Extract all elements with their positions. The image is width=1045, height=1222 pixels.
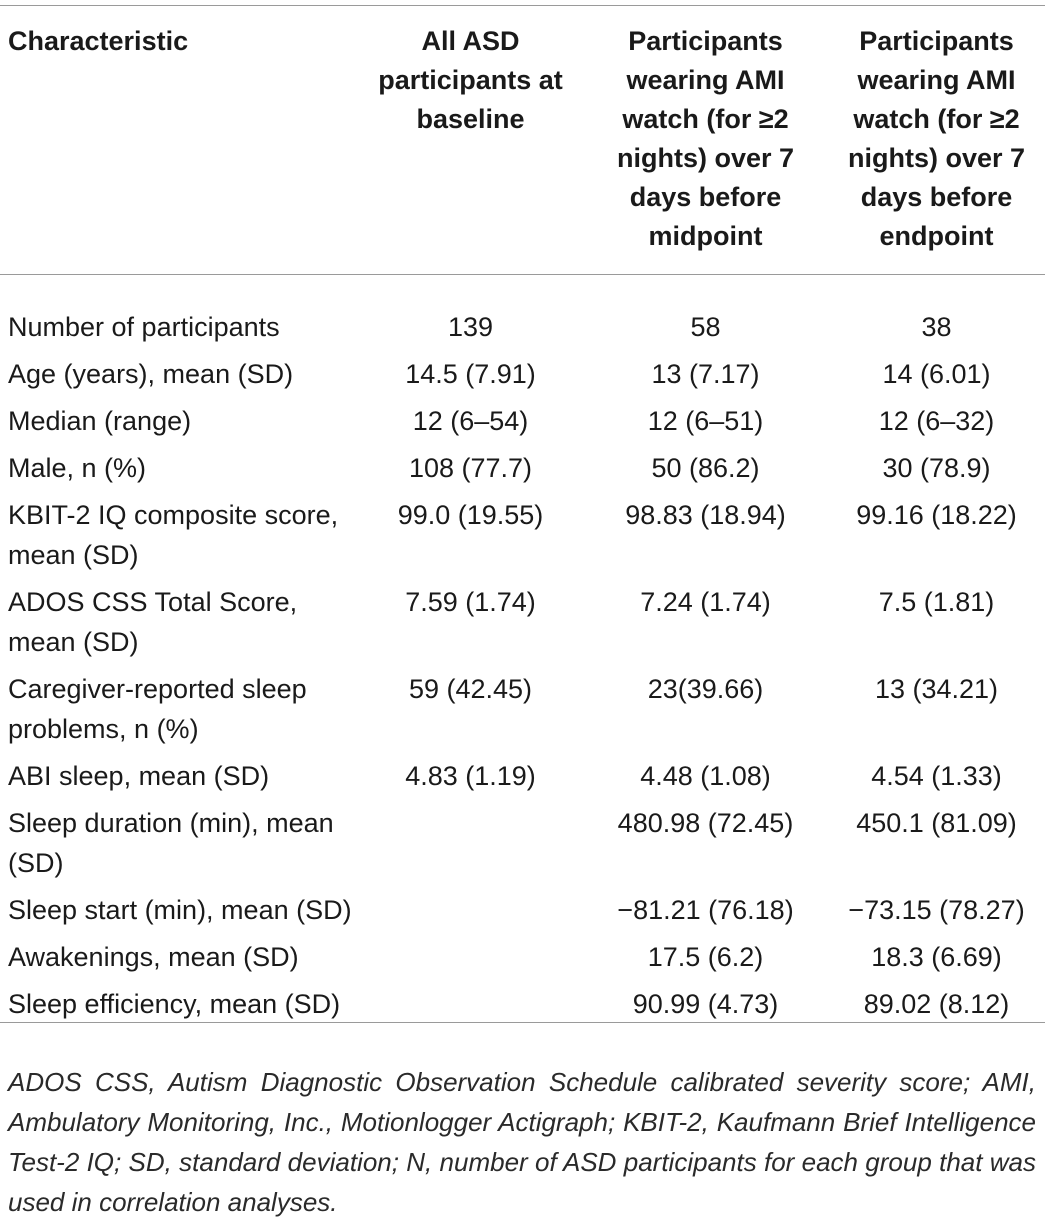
cell-midpoint: 58 (690, 312, 721, 342)
cell-midpoint: 7.24 (1.74) (640, 587, 771, 617)
document-page: Characteristic All ASD participants at b… (0, 5, 1045, 1217)
row-label: Sleep duration (min), mean (SD) (8, 808, 334, 878)
table-row: Age (years), mean (SD) 14.5 (7.91) 13 (7… (0, 354, 1045, 401)
cell-endpoint: 4.54 (1.33) (871, 761, 1002, 791)
table-row: Median (range) 12 (6–54) 12 (6–51) 12 (6… (0, 401, 1045, 448)
cell-baseline: 7.59 (1.74) (405, 587, 536, 617)
table-row: Male, n (%) 108 (77.7) 50 (86.2) 30 (78.… (0, 448, 1045, 495)
row-label: Number of participants (8, 312, 280, 342)
cell-endpoint: 38 (921, 312, 952, 342)
cell-midpoint: 480.98 (72.45) (617, 808, 794, 838)
cell-baseline: 12 (6–54) (412, 406, 529, 436)
header-midpoint: Participants wearing AMI watch (for ≥2 n… (616, 26, 795, 251)
row-label: Caregiver-reported sleep problems, n (%) (8, 674, 307, 744)
cell-baseline: 14.5 (7.91) (405, 359, 536, 389)
table-row: ADOS CSS Total Score, mean (SD) 7.59 (1.… (0, 582, 1045, 669)
row-label: Median (range) (8, 406, 192, 436)
cell-midpoint: 4.48 (1.08) (640, 761, 771, 791)
header-all-asd: All ASD participants at baseline (378, 26, 563, 134)
cell-baseline (358, 890, 583, 937)
cell-baseline (358, 984, 583, 1031)
cell-midpoint: 50 (86.2) (651, 453, 760, 483)
header-row: Characteristic All ASD participants at b… (0, 5, 1045, 291)
table-row: Sleep duration (min), mean (SD) 480.98 (… (0, 803, 1045, 890)
cell-baseline (358, 937, 583, 984)
table-footnote: ADOS CSS, Autism Diagnostic Observation … (8, 1067, 1036, 1217)
header-rule (0, 274, 1045, 275)
row-label: Sleep efficiency, mean (SD) (8, 989, 341, 1019)
row-label: Male, n (%) (8, 453, 147, 483)
table-row: Number of participants 139 58 38 (0, 291, 1045, 354)
cell-endpoint: −73.15 (78.27) (848, 895, 1025, 925)
row-label: Age (years), mean (SD) (8, 359, 294, 389)
row-label: ADOS CSS Total Score, mean (SD) (8, 587, 298, 657)
cell-endpoint: 30 (78.9) (882, 453, 991, 483)
cell-baseline: 108 (77.7) (408, 453, 533, 483)
cell-endpoint: 12 (6–32) (878, 406, 995, 436)
table-row: Awakenings, mean (SD) 17.5 (6.2) 18.3 (6… (0, 937, 1045, 984)
cell-baseline: 139 (447, 312, 494, 342)
row-label: ABI sleep, mean (SD) (8, 761, 270, 791)
row-label: KBIT-2 IQ composite score, mean (SD) (8, 500, 339, 570)
header-characteristic: Characteristic (8, 26, 189, 56)
table-row: Sleep start (min), mean (SD) −81.21 (76.… (0, 890, 1045, 937)
cell-midpoint: −81.21 (76.18) (617, 895, 794, 925)
cell-endpoint: 450.1 (81.09) (856, 808, 1017, 838)
cell-baseline (358, 803, 583, 890)
cell-endpoint: 13 (34.21) (874, 674, 999, 704)
cell-midpoint: 13 (7.17) (651, 359, 760, 389)
table-row: KBIT-2 IQ composite score, mean (SD) 99.… (0, 495, 1045, 582)
cell-midpoint: 12 (6–51) (647, 406, 764, 436)
cell-midpoint: 90.99 (4.73) (632, 989, 779, 1019)
cell-midpoint: 17.5 (6.2) (647, 942, 764, 972)
cell-endpoint: 89.02 (8.12) (863, 989, 1010, 1019)
row-label: Sleep start (min), mean (SD) (8, 895, 352, 925)
cell-midpoint: 98.83 (18.94) (625, 500, 786, 530)
cell-baseline: 99.0 (19.55) (397, 500, 544, 530)
cell-endpoint: 14 (6.01) (882, 359, 991, 389)
row-label: Awakenings, mean (SD) (8, 942, 299, 972)
table-row: ABI sleep, mean (SD) 4.83 (1.19) 4.48 (1… (0, 756, 1045, 803)
table-row: Sleep efficiency, mean (SD) 90.99 (4.73)… (0, 984, 1045, 1031)
cell-baseline: 59 (42.45) (408, 674, 533, 704)
bottom-rule (0, 1022, 1045, 1023)
header-endpoint: Participants wearing AMI watch (for ≥2 n… (847, 26, 1026, 251)
characteristics-table: Characteristic All ASD participants at b… (0, 5, 1045, 1031)
table-row: Caregiver-reported sleep problems, n (%)… (0, 669, 1045, 756)
cell-midpoint: 23(39.66) (647, 674, 764, 704)
cell-endpoint: 18.3 (6.69) (871, 942, 1002, 972)
top-rule (0, 5, 1045, 6)
cell-endpoint: 7.5 (1.81) (878, 587, 995, 617)
cell-endpoint: 99.16 (18.22) (856, 500, 1017, 530)
cell-baseline: 4.83 (1.19) (405, 761, 536, 791)
